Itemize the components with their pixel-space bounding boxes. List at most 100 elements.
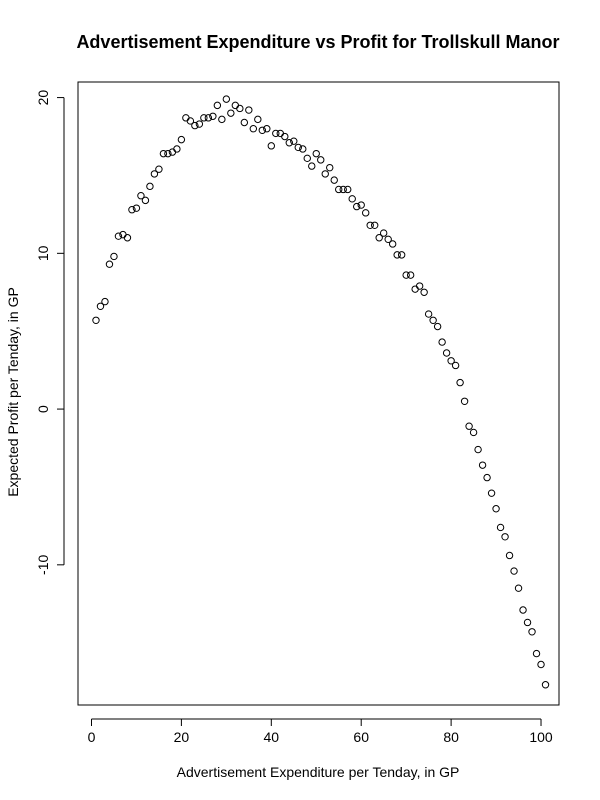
data-point xyxy=(137,191,145,200)
data-point xyxy=(483,473,491,482)
data-point xyxy=(451,361,460,370)
data-point xyxy=(344,185,352,194)
data-point xyxy=(411,285,419,293)
data-point xyxy=(420,288,428,296)
data-point xyxy=(236,104,244,113)
data-point xyxy=(469,428,478,437)
data-points xyxy=(92,95,550,689)
data-point xyxy=(532,649,541,658)
data-point xyxy=(519,606,527,614)
data-point xyxy=(263,125,271,133)
data-point xyxy=(474,445,482,454)
data-point xyxy=(465,422,473,430)
data-point xyxy=(415,282,424,290)
data-point xyxy=(128,206,136,214)
y-tick-label: 20 xyxy=(35,90,51,106)
data-point xyxy=(249,125,258,133)
x-tick-label: 100 xyxy=(529,729,553,745)
data-point xyxy=(312,149,320,158)
data-point xyxy=(227,109,235,117)
x-tick-label: 80 xyxy=(443,729,459,745)
data-point xyxy=(195,120,204,128)
data-point xyxy=(541,681,550,689)
x-tick-label: 20 xyxy=(174,729,190,745)
data-point xyxy=(231,101,240,110)
data-point xyxy=(173,145,181,153)
y-tick-label: -10 xyxy=(35,554,51,574)
data-point xyxy=(460,397,469,405)
data-point xyxy=(155,165,163,173)
data-point xyxy=(101,297,109,306)
data-point xyxy=(245,106,253,114)
data-point xyxy=(514,584,523,592)
data-point xyxy=(105,260,114,268)
data-point xyxy=(159,149,168,158)
data-point xyxy=(303,154,311,163)
x-axis: 0 20 40 60 80 100 xyxy=(88,718,553,745)
data-point xyxy=(123,234,132,242)
y-axis: -10 0 10 20 xyxy=(35,90,65,575)
data-point xyxy=(213,101,222,110)
data-point xyxy=(177,135,186,144)
data-point xyxy=(375,234,383,242)
data-point xyxy=(308,162,316,170)
data-point xyxy=(200,114,208,122)
data-point xyxy=(92,316,100,324)
data-point xyxy=(487,489,496,497)
data-point xyxy=(276,129,284,138)
data-point xyxy=(501,533,509,541)
data-point xyxy=(330,176,338,184)
data-point xyxy=(204,114,213,122)
data-point xyxy=(456,378,464,387)
y-axis-title: Expected Profit per Tenday, in GP xyxy=(5,287,21,497)
data-point xyxy=(523,618,532,627)
data-point xyxy=(285,139,293,147)
data-point xyxy=(335,185,343,194)
data-point xyxy=(141,196,150,205)
data-point xyxy=(384,235,392,244)
data-point xyxy=(406,271,415,279)
data-point xyxy=(164,149,172,158)
data-point xyxy=(528,628,536,636)
data-point xyxy=(96,302,105,310)
data-point xyxy=(191,121,199,130)
data-point xyxy=(510,567,518,575)
x-tick-label: 60 xyxy=(353,729,369,745)
data-point xyxy=(496,523,505,532)
data-point xyxy=(209,112,217,120)
data-point xyxy=(438,338,446,346)
data-point xyxy=(397,251,406,259)
data-point xyxy=(114,232,123,240)
data-point xyxy=(357,201,365,209)
data-point xyxy=(370,221,379,229)
data-point xyxy=(240,118,249,127)
data-point xyxy=(478,461,487,469)
data-point xyxy=(447,357,455,365)
data-point xyxy=(150,170,159,178)
data-point xyxy=(402,271,410,279)
data-point xyxy=(339,185,347,194)
y-tick-label: 10 xyxy=(35,245,51,261)
data-point xyxy=(429,316,437,324)
data-point xyxy=(393,251,401,259)
x-axis-title: Advertisement Expenditure per Tenday, in… xyxy=(177,764,460,780)
x-tick-label: 40 xyxy=(264,729,280,745)
data-point xyxy=(267,142,275,150)
data-point xyxy=(442,349,451,357)
data-point xyxy=(222,95,231,103)
data-point xyxy=(379,229,388,237)
data-point xyxy=(272,129,280,138)
data-point xyxy=(254,115,262,124)
data-point xyxy=(290,137,298,145)
data-point xyxy=(362,209,370,217)
data-point xyxy=(348,195,356,203)
data-point xyxy=(146,182,154,191)
data-point xyxy=(182,114,190,122)
data-point xyxy=(505,551,514,560)
data-point xyxy=(321,170,329,178)
data-point xyxy=(366,221,374,229)
data-point xyxy=(424,310,433,318)
data-point xyxy=(294,143,302,152)
data-point xyxy=(110,252,118,261)
